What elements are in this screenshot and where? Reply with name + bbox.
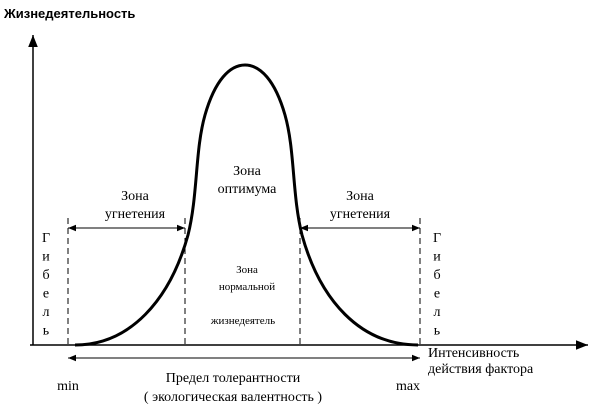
x-axis-label: Интенсивность	[428, 346, 519, 361]
x-axis-label: действия фактора	[428, 362, 534, 377]
death-letter: ь	[434, 324, 440, 339]
death-letter: Г	[433, 231, 441, 246]
zone-label: оптимума	[218, 182, 278, 197]
zone-label: Зона	[236, 264, 258, 276]
zone-label: Зона	[346, 189, 375, 204]
death-letter: и	[433, 250, 441, 265]
death-letter: Г	[42, 231, 50, 246]
tolerance-label: Предел толерантности	[166, 371, 301, 386]
tolerance-curve	[74, 63, 419, 347]
zone-label: угнетения	[105, 207, 166, 222]
limit-label: max	[396, 379, 420, 394]
tolerance-label: ( экологическая валентность )	[144, 390, 322, 405]
zone-label: Зона	[121, 189, 150, 204]
death-letter: и	[42, 250, 50, 265]
arrows	[68, 224, 420, 362]
zone-label: нормальной	[219, 281, 275, 293]
axes	[28, 35, 588, 350]
zone-dividers	[67, 218, 421, 345]
zone-label: жизнедеятель	[210, 315, 275, 327]
death-letter: б	[42, 268, 49, 283]
zone-label: угнетения	[330, 207, 391, 222]
y-axis-label: Жизнедеятельность	[3, 6, 135, 21]
death-letter: ь	[43, 324, 49, 339]
death-letter: б	[433, 268, 440, 283]
zone-label: Зона	[233, 164, 262, 179]
death-letter: е	[434, 287, 440, 302]
death-letter: е	[43, 287, 49, 302]
limit-label: min	[57, 379, 79, 394]
death-letter: л	[43, 305, 50, 320]
death-letter: л	[434, 305, 441, 320]
